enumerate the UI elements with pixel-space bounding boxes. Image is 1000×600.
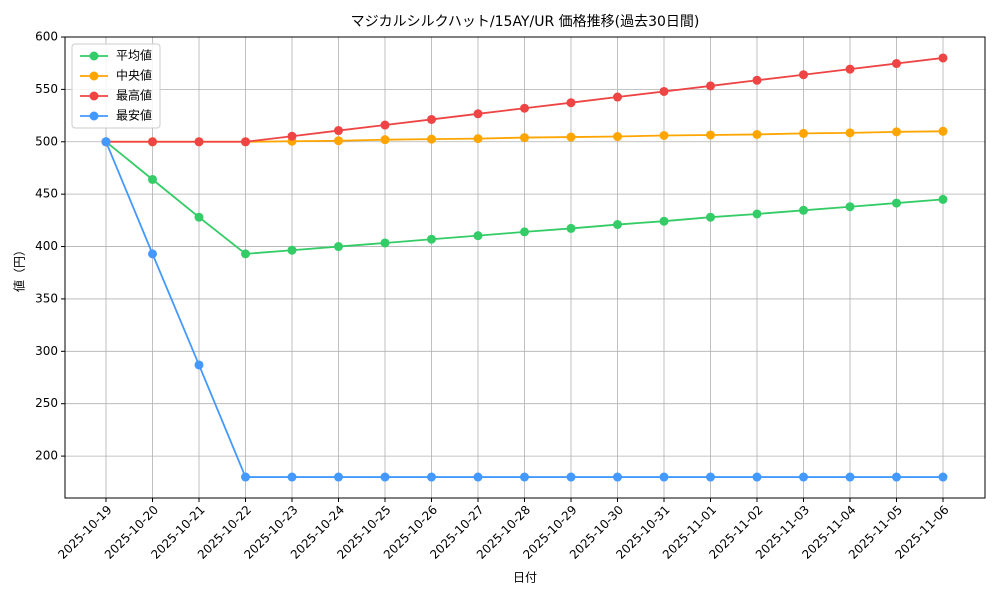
data-point [613,92,622,102]
y-tick-label: 600 [35,30,58,44]
data-point [659,130,669,140]
y-tick-label: 300 [35,344,58,358]
data-point [380,238,390,248]
data-point [380,120,390,130]
data-point [706,81,715,91]
data-point [427,114,436,124]
data-point [752,75,762,85]
legend-label: 最安値 [116,108,152,123]
data-point [659,216,669,226]
data-point [380,472,390,482]
legend-label: 平均値 [116,48,152,63]
data-point [194,137,204,147]
data-point [845,128,855,138]
data-point [334,126,343,136]
x-axis-label: 日付 [513,571,537,585]
y-tick-label: 350 [35,291,58,305]
data-point [101,137,111,147]
data-point [706,472,715,482]
data-point [148,174,157,184]
data-point [427,234,436,244]
data-point [613,472,622,482]
legend-label: 中央値 [116,68,152,83]
data-point [566,223,576,233]
data-point [473,109,483,119]
data-point [938,472,948,482]
data-point [334,242,343,252]
y-tick-label: 550 [35,82,58,96]
data-point [566,472,576,482]
legend-marker [89,51,99,61]
data-point [473,231,483,241]
legend-label: 最高値 [116,88,152,103]
data-point [427,134,436,144]
legend-marker [89,111,99,121]
y-axis-label: 値（円） [12,244,27,292]
data-point [938,194,948,204]
y-tick-label: 250 [35,396,58,410]
data-point [892,127,901,137]
data-point [613,132,622,142]
data-point [520,472,529,482]
data-point [566,132,576,142]
data-point [799,70,808,80]
data-point [752,129,762,139]
data-point [892,472,901,482]
data-point [148,249,157,259]
data-point [194,360,204,370]
y-tick-label: 500 [35,134,58,148]
data-point [566,98,576,108]
data-point [845,202,855,212]
data-point [287,131,297,141]
data-point [241,249,250,259]
data-point [613,220,622,230]
data-point [938,126,948,136]
data-point [752,472,762,482]
data-point [706,130,715,140]
data-point [148,137,157,147]
y-tick-label: 450 [35,187,58,201]
data-point [845,472,855,482]
plot-frame [64,36,986,499]
data-point [334,136,343,146]
data-point [473,472,483,482]
data-point [938,53,948,63]
legend-marker [89,91,99,101]
data-point [334,472,343,482]
data-point [892,198,901,208]
data-point [799,205,808,215]
data-point [427,472,436,482]
data-point [845,64,855,74]
data-point [520,133,529,143]
chart-title: マジカルシルクハット/15AY/UR 価格推移(過去30日間) [351,14,700,30]
y-tick-label: 200 [35,449,58,463]
data-point [287,472,297,482]
legend-marker [89,71,99,81]
data-point [752,209,762,219]
data-point [799,128,808,138]
data-point [799,472,808,482]
data-point [659,472,669,482]
data-point [241,472,250,482]
data-point [380,135,390,145]
data-point [659,86,669,96]
data-point [892,59,901,69]
data-point [241,137,250,147]
data-point [706,212,715,222]
data-point [473,134,483,144]
y-tick-label: 400 [35,239,58,253]
legend-box [71,43,161,129]
data-point [287,245,297,255]
data-point [520,227,529,237]
data-point [520,103,529,113]
data-point [194,212,204,222]
